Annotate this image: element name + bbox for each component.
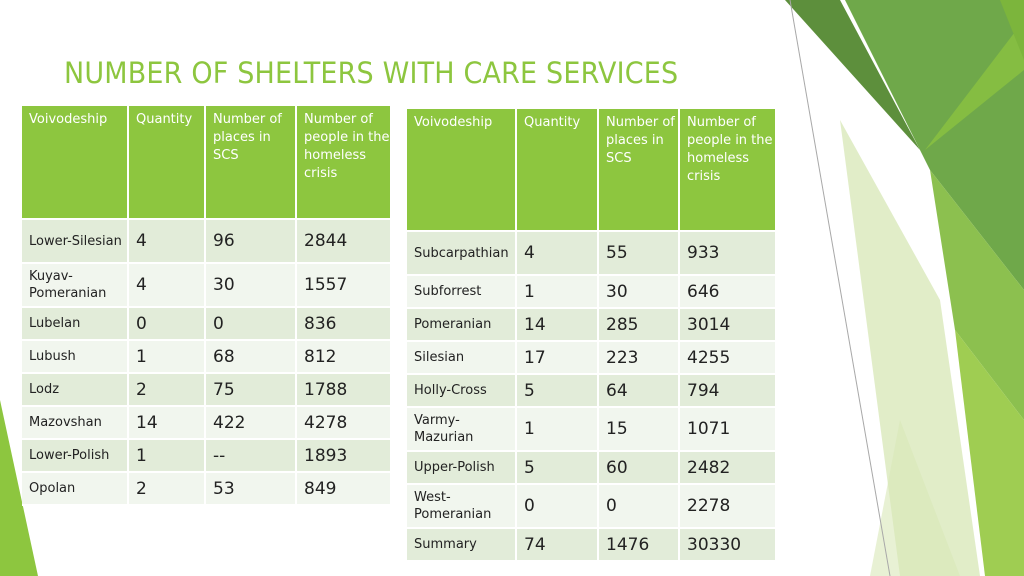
table-header-row: Voivodeship Quantity Number of places in… (22, 106, 392, 220)
table-row: Opolan 2 53 849 (22, 473, 392, 506)
column-header-places: Number of places in SCS (206, 106, 297, 220)
people-cell: 2844 (297, 220, 392, 264)
places-cell: 64 (599, 375, 680, 408)
table-row: Varmy-Mazurian 1 15 1071 (407, 408, 777, 452)
quantity-cell: 1 (129, 341, 206, 374)
quantity-cell: 0 (129, 308, 206, 341)
quantity-cell: 14 (129, 407, 206, 440)
column-header-people: Number of people in the homeless crisis (680, 109, 777, 232)
people-cell: 1893 (297, 440, 392, 473)
voivodeship-cell: Subforrest (407, 276, 517, 309)
places-cell: 0 (599, 485, 680, 529)
places-cell: 223 (599, 342, 680, 375)
places-cell: 68 (206, 341, 297, 374)
voivodeship-cell: Silesian (407, 342, 517, 375)
people-cell: 2482 (680, 452, 777, 485)
quantity-cell: 5 (517, 375, 599, 408)
voivodeship-cell: Upper-Polish (407, 452, 517, 485)
people-cell: 812 (297, 341, 392, 374)
people-cell: 933 (680, 232, 777, 276)
column-header-voivodeship: Voivodeship (22, 106, 129, 220)
column-header-places: Number of places in SCS (599, 109, 680, 232)
page-title: NUMBER OF SHELTERS WITH CARE SERVICES (64, 56, 679, 90)
quantity-cell: 4 (129, 264, 206, 308)
quantity-cell: 2 (129, 374, 206, 407)
people-cell: 849 (297, 473, 392, 506)
people-cell: 2278 (680, 485, 777, 529)
table-row: Lower-Polish 1 -- 1893 (22, 440, 392, 473)
quantity-cell: 1 (129, 440, 206, 473)
people-cell: 1557 (297, 264, 392, 308)
column-header-people: Number of people in the homeless crisis (297, 106, 392, 220)
people-cell: 646 (680, 276, 777, 309)
places-cell: 96 (206, 220, 297, 264)
quantity-cell: 14 (517, 309, 599, 342)
table-row: Upper-Polish 5 60 2482 (407, 452, 777, 485)
table-row: Holly-Cross 5 64 794 (407, 375, 777, 408)
table-header-row: Voivodeship Quantity Number of places in… (407, 109, 777, 232)
places-cell: 285 (599, 309, 680, 342)
people-cell: 4278 (297, 407, 392, 440)
quantity-cell: 4 (517, 232, 599, 276)
column-header-quantity: Quantity (517, 109, 599, 232)
quantity-cell: 4 (129, 220, 206, 264)
people-cell: 1788 (297, 374, 392, 407)
shelters-table-right: Voivodeship Quantity Number of places in… (407, 109, 777, 562)
quantity-cell: 17 (517, 342, 599, 375)
quantity-cell: 74 (517, 529, 599, 562)
column-header-voivodeship: Voivodeship (407, 109, 517, 232)
people-cell: 836 (297, 308, 392, 341)
table-row: Lower-Silesian 4 96 2844 (22, 220, 392, 264)
places-cell: 75 (206, 374, 297, 407)
people-cell: 30330 (680, 529, 777, 562)
voivodeship-cell: Subcarpathian (407, 232, 517, 276)
places-cell: 422 (206, 407, 297, 440)
voivodeship-cell: Lodz (22, 374, 129, 407)
people-cell: 3014 (680, 309, 777, 342)
table-row: Lubelan 0 0 836 (22, 308, 392, 341)
voivodeship-cell: Lubush (22, 341, 129, 374)
voivodeship-cell: Holly-Cross (407, 375, 517, 408)
quantity-cell: 5 (517, 452, 599, 485)
quantity-cell: 0 (517, 485, 599, 529)
voivodeship-cell: Lubelan (22, 308, 129, 341)
places-cell: 0 (206, 308, 297, 341)
table-row-summary: Summary 74 1476 30330 (407, 529, 777, 562)
table-row: Pomeranian 14 285 3014 (407, 309, 777, 342)
places-cell: 30 (599, 276, 680, 309)
places-cell: 53 (206, 473, 297, 506)
table-row: Kuyav-Pomeranian 4 30 1557 (22, 264, 392, 308)
voivodeship-cell: Lower-Silesian (22, 220, 129, 264)
people-cell: 794 (680, 375, 777, 408)
voivodeship-cell: Pomeranian (407, 309, 517, 342)
people-cell: 4255 (680, 342, 777, 375)
table-row: Lubush 1 68 812 (22, 341, 392, 374)
table-row: Silesian 17 223 4255 (407, 342, 777, 375)
voivodeship-cell: Opolan (22, 473, 129, 506)
places-cell: 60 (599, 452, 680, 485)
table-row: Mazovshan 14 422 4278 (22, 407, 392, 440)
voivodeship-cell: Varmy-Mazurian (407, 408, 517, 452)
quantity-cell: 1 (517, 276, 599, 309)
voivodeship-cell: Lower-Polish (22, 440, 129, 473)
table-row: Lodz 2 75 1788 (22, 374, 392, 407)
quantity-cell: 2 (129, 473, 206, 506)
places-cell: 1476 (599, 529, 680, 562)
voivodeship-cell: Mazovshan (22, 407, 129, 440)
column-header-quantity: Quantity (129, 106, 206, 220)
voivodeship-cell: West-Pomeranian (407, 485, 517, 529)
summary-label-cell: Summary (407, 529, 517, 562)
places-cell: -- (206, 440, 297, 473)
places-cell: 30 (206, 264, 297, 308)
table-row: West-Pomeranian 0 0 2278 (407, 485, 777, 529)
table-row: Subforrest 1 30 646 (407, 276, 777, 309)
voivodeship-cell: Kuyav-Pomeranian (22, 264, 129, 308)
quantity-cell: 1 (517, 408, 599, 452)
people-cell: 1071 (680, 408, 777, 452)
shelters-table-left: Voivodeship Quantity Number of places in… (22, 106, 392, 506)
places-cell: 55 (599, 232, 680, 276)
places-cell: 15 (599, 408, 680, 452)
table-row: Subcarpathian 4 55 933 (407, 232, 777, 276)
